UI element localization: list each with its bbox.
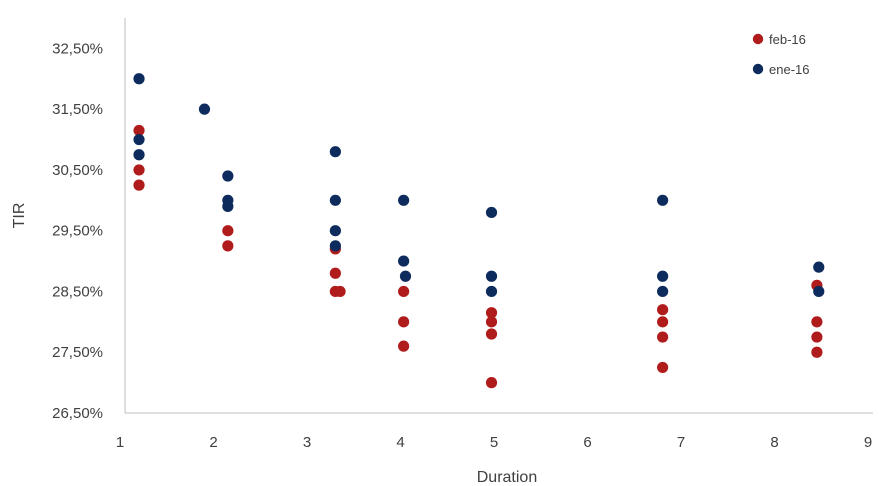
data-point	[657, 270, 669, 282]
x-tick-label: 7	[677, 434, 685, 451]
series-ene-16	[133, 73, 825, 298]
data-point	[813, 285, 825, 298]
data-point	[657, 331, 669, 343]
data-point	[398, 255, 410, 267]
legend: feb-16 ene-16	[752, 32, 809, 77]
data-point	[485, 206, 498, 219]
data-point	[485, 285, 498, 298]
y-tick-label: 28,50%	[52, 283, 103, 300]
data-point	[198, 103, 211, 115]
data-point	[813, 261, 825, 273]
data-point	[133, 149, 145, 161]
data-point	[485, 307, 498, 319]
y-tick-label: 30,50%	[52, 162, 103, 179]
data-point	[133, 73, 145, 85]
data-point	[133, 164, 145, 176]
data-point	[811, 316, 823, 328]
series-feb-16	[133, 124, 823, 389]
x-tick-label: 9	[864, 434, 872, 451]
legend-marker	[752, 33, 764, 45]
data-point	[398, 340, 410, 352]
axes	[124, 18, 873, 414]
data-point	[485, 316, 498, 328]
legend-marker	[752, 63, 764, 75]
data-point	[133, 133, 145, 146]
legend-label: ene-16	[769, 62, 809, 77]
y-tick-label: 31,50%	[52, 101, 103, 118]
x-tick-label: 4	[396, 434, 404, 451]
data-point	[398, 194, 410, 206]
data-point	[485, 328, 498, 340]
x-axis-title: Duration	[477, 469, 537, 486]
x-tick-label: 3	[303, 434, 311, 451]
data-point	[811, 346, 823, 358]
data-point	[334, 285, 346, 298]
data-point	[222, 170, 234, 182]
x-tick-labels: 1 2 3 4 5 6 7 8 9	[116, 434, 872, 451]
y-tick-label: 32,50%	[52, 40, 103, 57]
x-tick-label: 5	[490, 434, 498, 451]
x-tick-label: 1	[116, 434, 124, 451]
data-point	[329, 267, 341, 279]
data-point	[133, 179, 145, 191]
data-point	[657, 316, 669, 328]
data-point	[133, 124, 145, 137]
data-point	[657, 194, 669, 206]
data-point	[329, 146, 341, 158]
data-point	[222, 240, 234, 252]
y-axis-title: TIR	[11, 203, 28, 229]
data-point	[398, 316, 410, 328]
data-point	[222, 200, 234, 212]
x-tick-label: 6	[583, 434, 591, 451]
data-point	[657, 304, 669, 316]
data-point	[398, 285, 410, 298]
data-point	[329, 225, 341, 237]
data-point	[329, 240, 341, 252]
y-tick-label: 27,50%	[52, 344, 103, 361]
legend-label: feb-16	[769, 32, 806, 47]
y-tick-label: 29,50%	[52, 223, 103, 240]
y-tick-label: 26,50%	[52, 405, 103, 422]
data-point	[222, 225, 234, 237]
data-point	[811, 331, 823, 343]
data-points	[133, 73, 825, 389]
data-point	[657, 285, 669, 298]
data-point	[485, 270, 498, 282]
y-tick-labels: 26,50% 27,50% 28,50% 29,50% 30,50% 31,50% 32,5…	[52, 40, 103, 422]
data-point	[657, 361, 669, 374]
data-point	[329, 194, 341, 206]
x-tick-label: 8	[770, 434, 778, 451]
x-tick-label: 2	[209, 434, 217, 451]
data-point	[399, 270, 412, 282]
data-point	[485, 377, 498, 389]
